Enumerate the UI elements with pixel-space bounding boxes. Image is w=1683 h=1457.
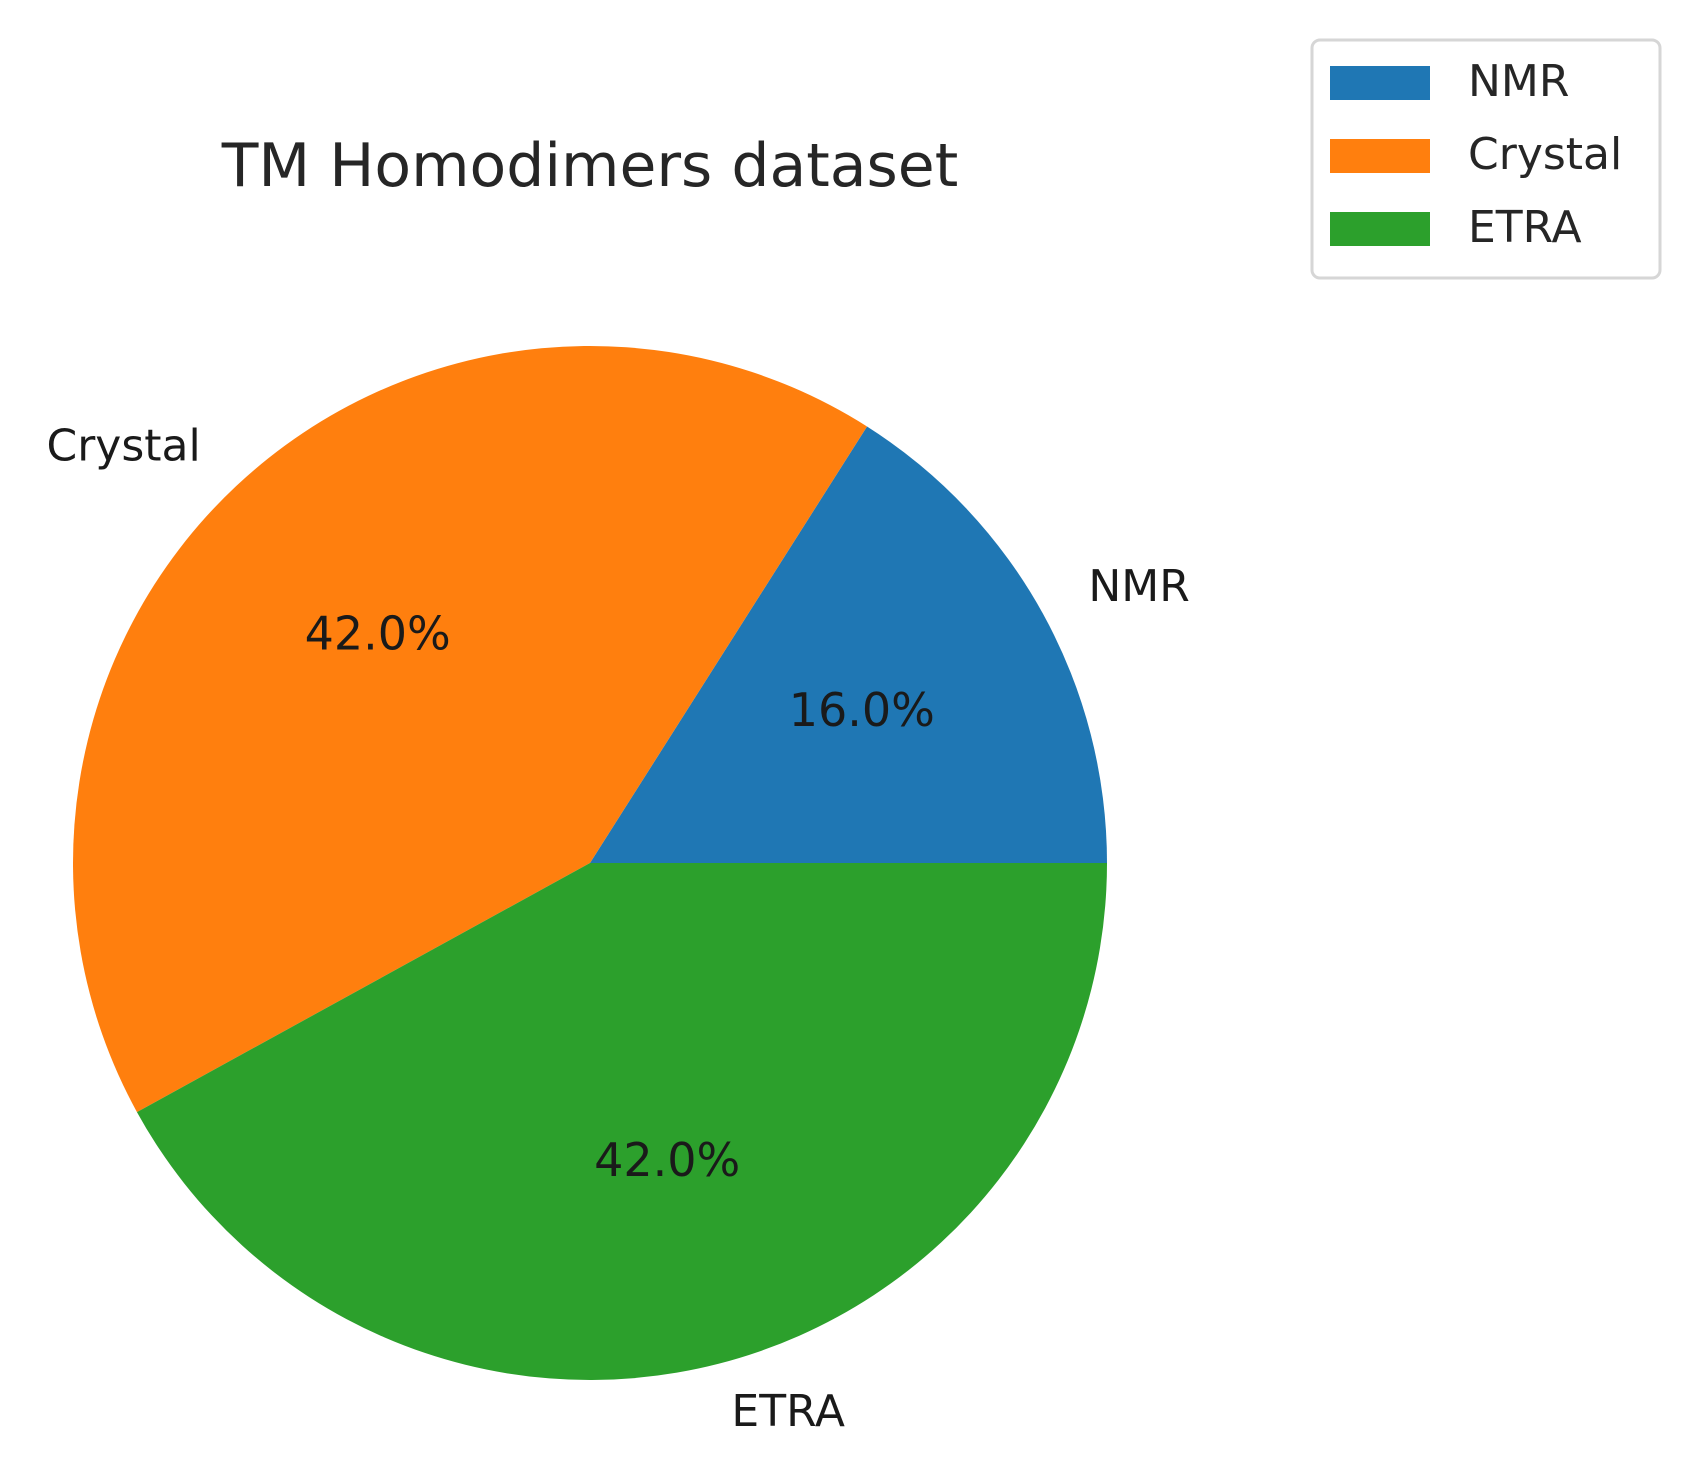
legend-label-etra: ETRA [1468, 202, 1582, 253]
pie-slice-etra [136, 863, 1107, 1380]
slice-label-crystal: Crystal [46, 420, 200, 471]
pie-slice-nmr [590, 426, 1107, 863]
pie-slice-labels: NMR Crystal ETRA [46, 420, 1189, 1436]
legend: NMR Crystal ETRA [1310, 38, 1662, 280]
slice-label-etra: ETRA [731, 1386, 845, 1437]
legend-swatch-etra [1330, 212, 1430, 246]
legend-label-crystal: Crystal [1468, 129, 1622, 180]
legend-label-nmr: NMR [1468, 56, 1569, 107]
pie-percent-labels: 16.0% 42.0% 42.0% [305, 606, 935, 1187]
percent-label-etra: 42.0% [594, 1133, 740, 1187]
pie-slice-crystal [73, 346, 868, 1113]
percent-label-nmr: 16.0% [789, 683, 935, 737]
legend-swatch-nmr [1330, 66, 1430, 100]
chart-title: TM Homodimers dataset [221, 131, 958, 201]
slice-label-nmr: NMR [1088, 561, 1189, 612]
legend-entries: NMR Crystal ETRA [1330, 56, 1622, 253]
pie-slices [73, 346, 1107, 1380]
percent-label-crystal: 42.0% [305, 606, 451, 660]
legend-swatch-crystal [1330, 139, 1430, 173]
